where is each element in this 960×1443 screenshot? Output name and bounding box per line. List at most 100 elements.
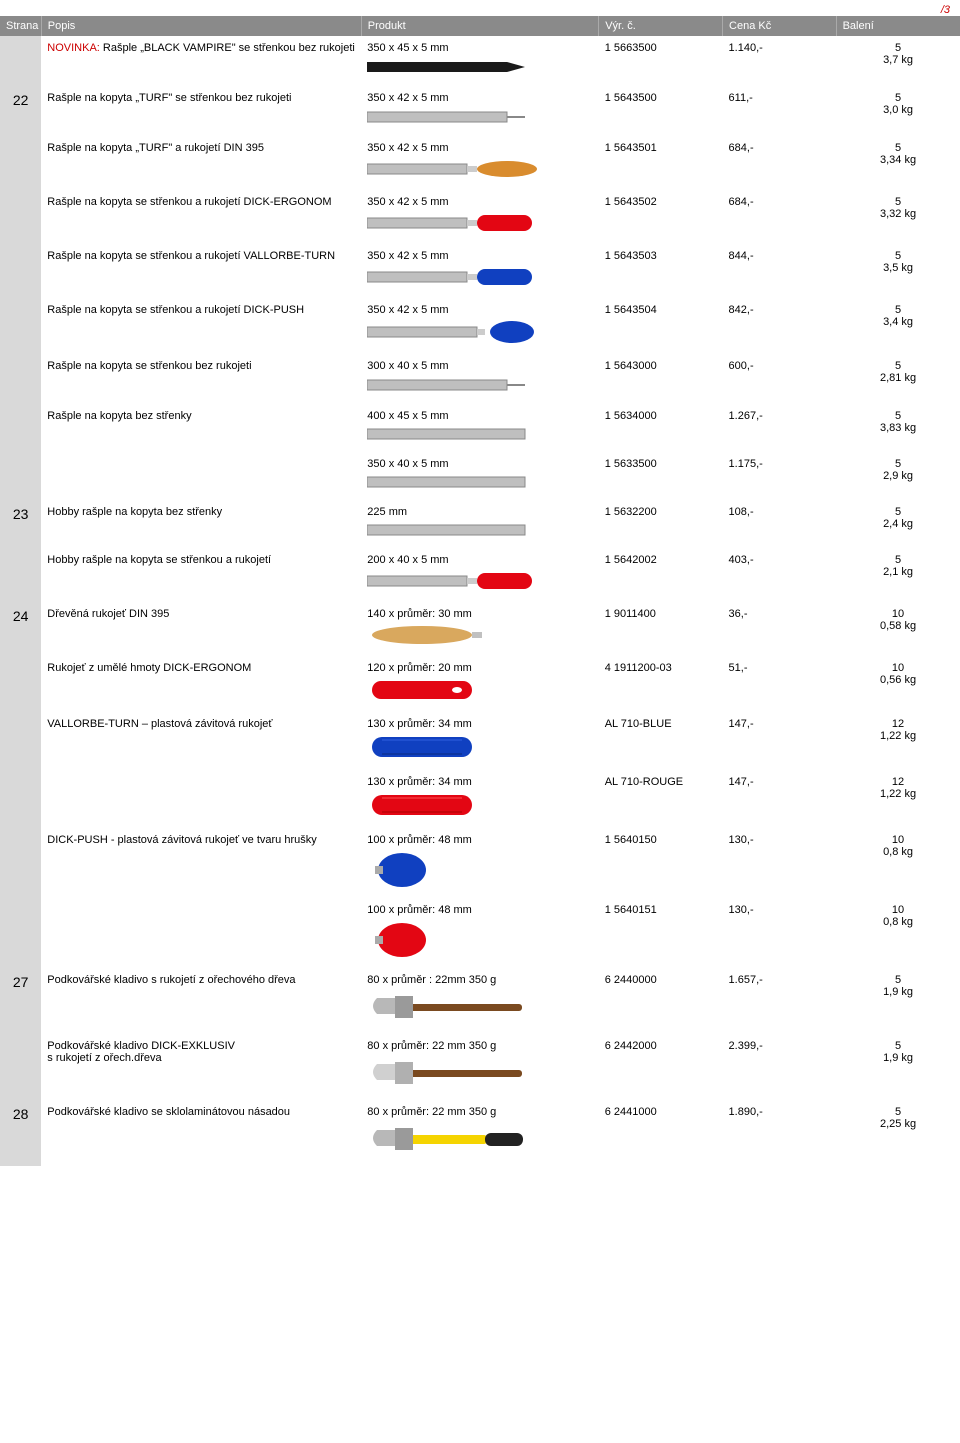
pack-qty: 10 <box>842 608 954 620</box>
price-cell: 147,- <box>723 770 837 828</box>
page-cell-blank <box>0 190 41 244</box>
desc-cell: Rašple na kopyta „TURF" a rukojetí DIN 3… <box>41 136 361 190</box>
product-size: 200 x 40 x 5 mm <box>367 554 592 566</box>
product-thumb <box>367 376 592 394</box>
pack-weight: 3,4 kg <box>842 316 954 328</box>
desc-text: Podkovářské kladivo s rukojetí z ořechov… <box>47 974 295 986</box>
page-cell-blank <box>0 298 41 354</box>
code-cell: 1 5633500 <box>599 452 723 500</box>
pack-cell: 121,22 kg <box>836 770 960 828</box>
table-row: Rašple na kopyta se střenkou a rukojetí … <box>0 190 960 244</box>
pack-cell: 100,8 kg <box>836 898 960 968</box>
th-code: Výr. č. <box>599 16 723 36</box>
code-cell: 1 5643501 <box>599 136 723 190</box>
product-cell: 350 x 40 x 5 mm <box>361 452 598 500</box>
product-size: 130 x průměr: 34 mm <box>367 718 592 730</box>
desc-text: Podkovářské kladivo DICK-EXKLUSIV s ruko… <box>47 1040 235 1064</box>
product-size: 350 x 42 x 5 mm <box>367 142 592 154</box>
page-cell-blank <box>0 548 41 602</box>
product-cell: 200 x 40 x 5 mm <box>361 548 598 602</box>
pack-qty: 5 <box>842 304 954 316</box>
product-cell: 350 x 42 x 5 mm <box>361 298 598 354</box>
product-cell: 350 x 42 x 5 mm <box>361 190 598 244</box>
code-cell: AL 710-BLUE <box>599 712 723 770</box>
table-row: Rašple na kopyta se střenkou a rukojetí … <box>0 244 960 298</box>
product-size: 140 x průměr: 30 mm <box>367 608 592 620</box>
pack-cell: 52,1 kg <box>836 548 960 602</box>
pack-weight: 2,1 kg <box>842 566 954 578</box>
page-cell: 23 <box>0 500 41 548</box>
product-size: 100 x průměr: 48 mm <box>367 834 592 846</box>
pack-weight: 0,58 kg <box>842 620 954 632</box>
page-cell-blank <box>0 354 41 404</box>
pack-weight: 3,7 kg <box>842 54 954 66</box>
desc-text: Rašple na kopyta se střenkou a rukojetí … <box>47 196 331 208</box>
desc-cell: Rašple na kopyta se střenkou a rukojetí … <box>41 298 361 354</box>
code-cell: 1 5640151 <box>599 898 723 968</box>
code-cell: 1 5643503 <box>599 244 723 298</box>
desc-text: VALLORBE-TURN – plastová závitová rukoje… <box>47 718 272 730</box>
pack-weight: 1,9 kg <box>842 986 954 998</box>
th-pack: Balení <box>836 16 960 36</box>
page-cell-blank <box>0 712 41 770</box>
desc-text: Rašple na kopyta se střenkou bez rukojet… <box>47 360 251 372</box>
product-table: Strana Popis Produkt Výr. č. Cena Kč Bal… <box>0 16 960 1166</box>
product-cell: 400 x 45 x 5 mm <box>361 404 598 452</box>
code-cell: 6 2440000 <box>599 968 723 1034</box>
product-size: 400 x 45 x 5 mm <box>367 410 592 422</box>
price-cell: 108,- <box>723 500 837 548</box>
desc-cell: DICK-PUSH - plastová závitová rukojeť ve… <box>41 828 361 898</box>
page-cell-blank <box>0 770 41 828</box>
desc-cell <box>41 452 361 500</box>
pack-qty: 5 <box>842 196 954 208</box>
desc-text: DICK-PUSH - plastová závitová rukojeť ve… <box>47 834 316 846</box>
product-size: 130 x průměr: 34 mm <box>367 776 592 788</box>
desc-cell: NOVINKA: Rašple „BLACK VAMPIRE" se střen… <box>41 36 361 86</box>
pack-weight: 1,22 kg <box>842 730 954 742</box>
product-thumb <box>367 1056 592 1090</box>
code-cell: 1 5643500 <box>599 86 723 136</box>
pack-qty: 5 <box>842 1040 954 1052</box>
price-cell: 1.657,- <box>723 968 837 1034</box>
table-row: Podkovářské kladivo DICK-EXKLUSIV s ruko… <box>0 1034 960 1100</box>
page-cell-blank <box>0 656 41 712</box>
pack-weight: 3,5 kg <box>842 262 954 274</box>
product-thumb <box>367 792 592 818</box>
page-cell-blank <box>0 404 41 452</box>
code-cell: 1 5663500 <box>599 36 723 86</box>
pack-cell: 100,58 kg <box>836 602 960 656</box>
pack-cell: 51,9 kg <box>836 1034 960 1100</box>
desc-cell: Hobby rašple na kopyta bez střenky <box>41 500 361 548</box>
table-row: Rašple na kopyta se střenkou bez rukojet… <box>0 354 960 404</box>
table-row: 27Podkovářské kladivo s rukojetí z ořech… <box>0 968 960 1034</box>
desc-text: Rašple na kopyta se střenkou a rukojetí … <box>47 304 304 316</box>
product-thumb <box>367 522 592 538</box>
table-row: 130 x průměr: 34 mmAL 710-ROUGE147,-121,… <box>0 770 960 828</box>
price-cell: 403,- <box>723 548 837 602</box>
product-size: 350 x 40 x 5 mm <box>367 458 592 470</box>
page-cell: 22 <box>0 86 41 136</box>
pack-qty: 5 <box>842 250 954 262</box>
price-cell: 36,- <box>723 602 837 656</box>
desc-text: Rašple na kopyta se střenkou a rukojetí … <box>47 250 335 262</box>
desc-cell: Rašple na kopyta bez střenky <box>41 404 361 452</box>
product-thumb <box>367 266 592 288</box>
product-size: 350 x 42 x 5 mm <box>367 304 592 316</box>
desc-cell: Podkovářské kladivo DICK-EXKLUSIV s ruko… <box>41 1034 361 1100</box>
pack-cell: 53,5 kg <box>836 244 960 298</box>
product-size: 80 x průměr: 22 mm 350 g <box>367 1106 592 1118</box>
pack-cell: 52,4 kg <box>836 500 960 548</box>
table-row: 100 x průměr: 48 mm1 5640151130,-100,8 k… <box>0 898 960 968</box>
product-thumb <box>367 850 592 888</box>
product-size: 100 x průměr: 48 mm <box>367 904 592 916</box>
desc-cell: VALLORBE-TURN – plastová závitová rukoje… <box>41 712 361 770</box>
desc-text: Rašple na kopyta bez střenky <box>47 410 191 422</box>
product-cell: 130 x průměr: 34 mm <box>361 770 598 828</box>
product-cell: 350 x 42 x 5 mm <box>361 86 598 136</box>
desc-text: Podkovářské kladivo se sklolaminátovou n… <box>47 1106 290 1118</box>
pack-weight: 2,4 kg <box>842 518 954 530</box>
code-cell: 1 5643502 <box>599 190 723 244</box>
price-cell: 600,- <box>723 354 837 404</box>
product-cell: 120 x průměr: 20 mm <box>361 656 598 712</box>
product-thumb <box>367 320 592 344</box>
